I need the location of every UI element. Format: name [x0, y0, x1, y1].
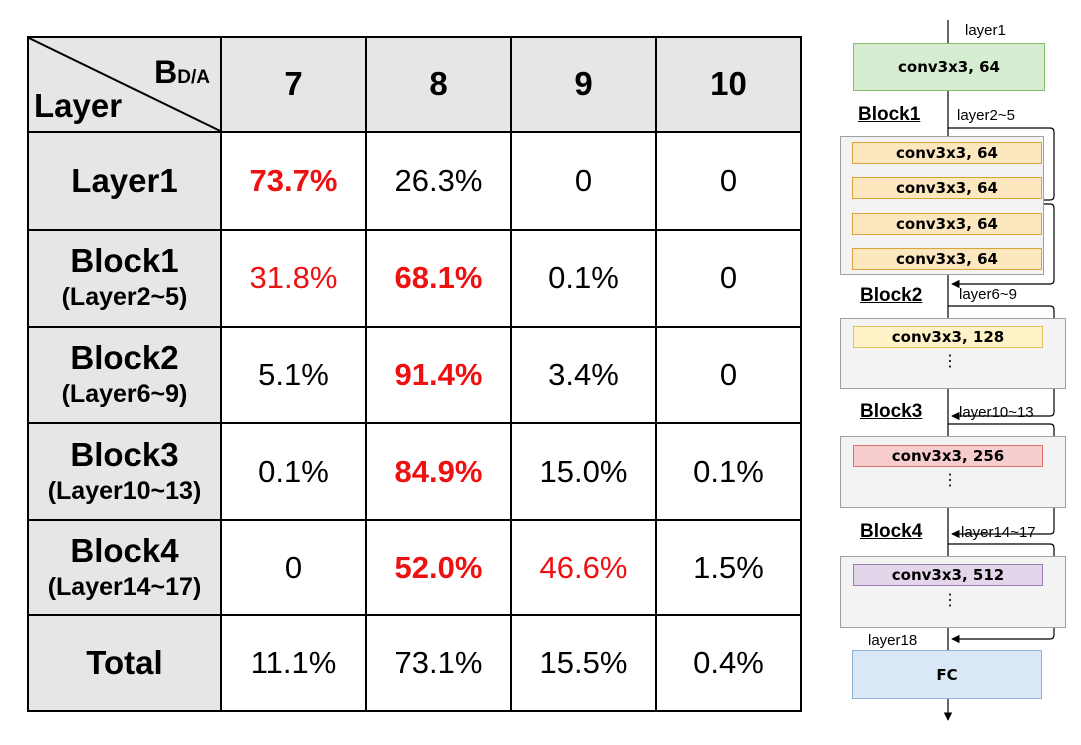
table-cell: 31.8%	[220, 228, 367, 328]
table-cell: 3.4%	[510, 325, 657, 425]
table-cell: 0.4%	[655, 614, 802, 712]
block1-title: Block1	[858, 104, 921, 125]
table-cell: 73.7%	[220, 130, 367, 231]
row-header: Block4 (Layer14~17)	[27, 519, 222, 617]
table-cell: 52.0%	[365, 519, 512, 617]
block3-range: layer10~13	[959, 404, 1034, 421]
column-header: 8	[365, 36, 512, 133]
header-row: BD/A Layer 7 8 9 10	[27, 36, 802, 133]
block4-ellipsis: ⋮	[942, 592, 958, 609]
row-header: Block1 (Layer2~5)	[27, 228, 222, 328]
block1-conv: conv3x3, 64	[852, 142, 1042, 164]
bit-allocation-table: BD/A Layer 7 8 9 10 Layer1 73.7% 26.3% 0…	[27, 36, 802, 712]
table-row: Block1 (Layer2~5) 31.8% 68.1% 0.1% 0	[27, 228, 802, 328]
table-cell: 11.1%	[220, 614, 367, 712]
table-row: Block3 (Layer10~13) 0.1% 84.9% 15.0% 0.1%	[27, 422, 802, 522]
conv1-box: conv3x3, 64	[853, 43, 1045, 91]
table-row: Block4 (Layer14~17) 0 52.0% 46.6% 1.5%	[27, 519, 802, 617]
table-cell: 0	[655, 130, 802, 231]
column-header: 9	[510, 36, 657, 133]
layer1-label: layer1	[965, 22, 1006, 39]
table-cell: 0.1%	[510, 228, 657, 328]
table-cell: 0	[220, 519, 367, 617]
block1-conv: conv3x3, 64	[852, 213, 1042, 235]
table-cell: 84.9%	[365, 422, 512, 522]
block1-range: layer2~5	[957, 107, 1015, 124]
block3-ellipsis: ⋮	[942, 472, 958, 489]
row-header: Layer1	[27, 130, 222, 231]
block4-range: layer14~17	[961, 524, 1036, 541]
table-cell: 0	[655, 325, 802, 425]
corner-cell: BD/A Layer	[27, 36, 222, 133]
block1-conv: conv3x3, 64	[852, 248, 1042, 270]
table-row: Block2 (Layer6~9) 5.1% 91.4% 3.4% 0	[27, 325, 802, 425]
row-header: Total	[27, 614, 222, 712]
bits-header: BD/A	[154, 54, 210, 90]
table-row: Layer1 73.7% 26.3% 0 0	[27, 130, 802, 231]
skip-connection	[948, 127, 1055, 205]
block4-title: Block4	[860, 521, 923, 542]
block1-conv: conv3x3, 64	[852, 177, 1042, 199]
table-cell: 26.3%	[365, 130, 512, 231]
total-row: Total 11.1% 73.1% 15.5% 0.4%	[27, 614, 802, 712]
block4-conv: conv3x3, 512	[853, 564, 1043, 586]
table-cell: 1.5%	[655, 519, 802, 617]
row-header: Block3 (Layer10~13)	[27, 422, 222, 522]
table-cell: 68.1%	[365, 228, 512, 328]
corner-diagonal	[29, 38, 220, 131]
block3-conv: conv3x3, 256	[853, 445, 1043, 467]
table-cell: 0	[655, 228, 802, 328]
block2-conv: conv3x3, 128	[853, 326, 1043, 348]
fc-box: FC	[852, 650, 1042, 699]
column-header: 7	[220, 36, 367, 133]
table-cell: 0	[510, 130, 657, 231]
skip-connection	[948, 203, 1055, 289]
table-cell: 73.1%	[365, 614, 512, 712]
block2-range: layer6~9	[959, 286, 1017, 303]
block2-title: Block2	[860, 285, 923, 306]
table-cell: 15.5%	[510, 614, 657, 712]
block3-title: Block3	[860, 401, 923, 422]
table-cell: 15.0%	[510, 422, 657, 522]
layer-header: Layer	[34, 86, 123, 124]
table-cell: 91.4%	[365, 325, 512, 425]
table-cell: 46.6%	[510, 519, 657, 617]
layer18-label: layer18	[868, 632, 918, 649]
row-header: Block2 (Layer6~9)	[27, 325, 222, 425]
block2-ellipsis: ⋮	[942, 353, 958, 370]
table-cell: 0.1%	[220, 422, 367, 522]
resnet-architecture-diagram: layer1 conv3x3, 64 Block1 layer2~5 conv3…	[828, 18, 1078, 738]
table-cell: 0.1%	[655, 422, 802, 522]
table-cell: 5.1%	[220, 325, 367, 425]
column-header: 10	[655, 36, 802, 133]
